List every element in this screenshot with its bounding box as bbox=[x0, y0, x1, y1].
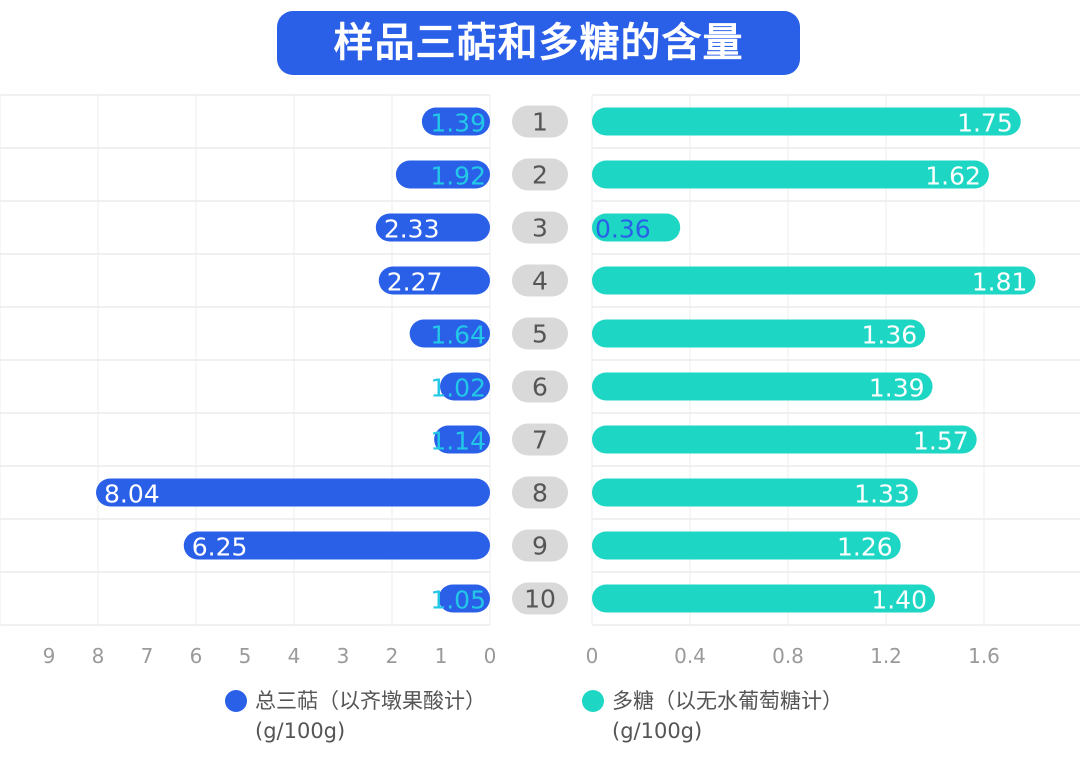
legend-unit: (g/100g) bbox=[612, 719, 703, 743]
category-label: 4 bbox=[532, 267, 548, 296]
category-badge bbox=[512, 264, 568, 297]
data-label-right: 1.26 bbox=[837, 533, 893, 562]
legend-unit: (g/100g) bbox=[255, 719, 346, 743]
bar-right bbox=[592, 372, 933, 401]
bar-right bbox=[592, 266, 1036, 295]
legend-item-triterpenes: 总三萜（以齐墩果酸计） (g/100g) bbox=[225, 686, 486, 746]
x-tick-label-right: 1.2 bbox=[870, 644, 902, 668]
data-label-right: 1.33 bbox=[854, 480, 910, 509]
bar-right bbox=[592, 425, 977, 454]
bar-left bbox=[438, 584, 490, 613]
x-tick-label-left: 4 bbox=[288, 644, 301, 668]
bar-left bbox=[183, 531, 490, 560]
category-label: 3 bbox=[532, 214, 548, 243]
data-label-left: 1.14 bbox=[430, 427, 486, 456]
data-label-left: 2.33 bbox=[384, 215, 440, 244]
category-label: 2 bbox=[532, 161, 548, 190]
data-label-left: 1.39 bbox=[430, 109, 486, 138]
category-label: 7 bbox=[532, 426, 548, 455]
x-tick-label-left: 9 bbox=[43, 644, 56, 668]
bar-right bbox=[592, 478, 918, 507]
bar-left bbox=[96, 478, 490, 507]
chart-title: 样品三萜和多糖的含量 bbox=[277, 11, 800, 75]
data-label-left: 6.25 bbox=[192, 533, 248, 562]
data-label-right: 1.57 bbox=[913, 427, 969, 456]
data-label-left: 8.04 bbox=[104, 480, 160, 509]
legend-item-polysaccharides: 多糖（以无水葡萄糖计） (g/100g) bbox=[582, 686, 843, 746]
bar-left bbox=[421, 107, 490, 136]
x-tick-label-left: 2 bbox=[386, 644, 399, 668]
data-label-left: 1.05 bbox=[430, 586, 486, 615]
category-label: 8 bbox=[532, 479, 548, 508]
category-badge bbox=[512, 582, 568, 615]
category-badge bbox=[512, 529, 568, 562]
category-label: 10 bbox=[524, 585, 556, 614]
x-tick-label-right: 0.8 bbox=[772, 644, 804, 668]
x-tick-label-left: 1 bbox=[435, 644, 448, 668]
bar-left bbox=[378, 266, 490, 295]
data-label-right: 1.62 bbox=[925, 162, 981, 191]
data-label-right: 1.40 bbox=[871, 586, 927, 615]
bar-left bbox=[409, 319, 490, 348]
category-label: 5 bbox=[532, 320, 548, 349]
x-tick-label-left: 7 bbox=[141, 644, 154, 668]
data-label-right: 1.81 bbox=[972, 268, 1028, 297]
category-label: 1 bbox=[532, 108, 548, 137]
category-badge bbox=[512, 423, 568, 456]
legend-swatch-blue bbox=[225, 690, 247, 712]
bar-left bbox=[440, 372, 490, 401]
x-tick-label-left: 6 bbox=[190, 644, 203, 668]
data-label-right: 0.36 bbox=[595, 215, 651, 244]
x-tick-label-left: 8 bbox=[92, 644, 105, 668]
data-label-left: 2.27 bbox=[387, 268, 443, 297]
category-badge bbox=[512, 158, 568, 191]
data-label-right: 1.36 bbox=[862, 321, 918, 350]
bar-right bbox=[592, 160, 989, 189]
bar-right bbox=[592, 319, 926, 348]
category-badge bbox=[512, 211, 568, 244]
category-badge bbox=[512, 317, 568, 350]
data-label-left: 1.92 bbox=[430, 162, 486, 191]
bar-right bbox=[592, 213, 681, 242]
x-tick-label-right: 0 bbox=[586, 644, 599, 668]
x-tick-label-left: 0 bbox=[484, 644, 497, 668]
x-tick-label-right: 0.4 bbox=[674, 644, 706, 668]
category-badge bbox=[512, 476, 568, 509]
legend-label: 多糖（以无水葡萄糖计） bbox=[612, 689, 843, 713]
bar-right bbox=[592, 107, 1021, 136]
category-label: 6 bbox=[532, 373, 548, 402]
bar-left bbox=[434, 425, 490, 454]
legend-swatch-teal bbox=[582, 690, 604, 712]
data-label-right: 1.39 bbox=[869, 374, 925, 403]
category-badge bbox=[512, 370, 568, 403]
bar-left bbox=[375, 213, 490, 242]
category-label: 9 bbox=[532, 532, 548, 561]
x-tick-label-left: 3 bbox=[337, 644, 350, 668]
legend-label: 总三萜（以齐墩果酸计） bbox=[255, 689, 486, 713]
x-tick-label-right: 1.6 bbox=[968, 644, 1000, 668]
category-badge bbox=[512, 105, 568, 138]
bar-right bbox=[592, 584, 935, 613]
x-tick-label-left: 5 bbox=[239, 644, 252, 668]
bar-left bbox=[395, 160, 490, 189]
data-label-left: 1.02 bbox=[430, 374, 486, 403]
data-label-right: 1.75 bbox=[957, 109, 1013, 138]
data-label-left: 1.64 bbox=[430, 321, 486, 350]
bar-right bbox=[592, 531, 901, 560]
